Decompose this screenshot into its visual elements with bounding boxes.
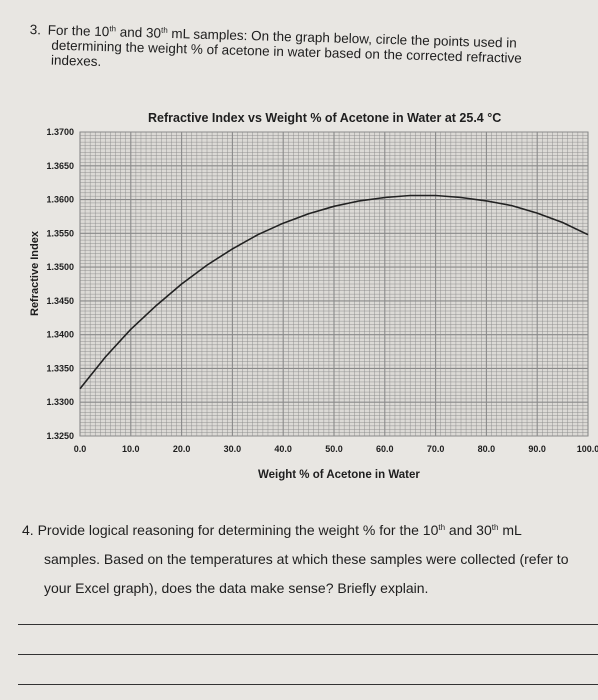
x-tick-label: 90.0 bbox=[528, 444, 546, 454]
refractive-index-chart: Refractive Index vs Weight % of Acetone … bbox=[29, 111, 598, 481]
question-4-number: 4. bbox=[22, 522, 34, 538]
y-tick-label: 1.3350 bbox=[46, 363, 74, 373]
y-tick-label: 1.3650 bbox=[46, 161, 74, 171]
question-4-line-2: samples. Based on the temperatures at wh… bbox=[44, 551, 569, 567]
x-tick-labels: 0.0 10.0 20.0 30.0 40.0 50.0 60.0 70.0 80.0 90.0 1… bbox=[74, 444, 598, 454]
x-tick-label: 20.0 bbox=[173, 444, 191, 454]
y-tick-label: 1.3550 bbox=[46, 228, 74, 238]
y-tick-label: 1.3300 bbox=[46, 397, 74, 407]
question-4-text-b: and 30 bbox=[445, 522, 492, 538]
y-axis-label: Refractive Index bbox=[29, 230, 41, 316]
x-tick-label: 50.0 bbox=[325, 444, 343, 454]
y-tick-label: 1.3700 bbox=[46, 127, 74, 137]
y-tick-label: 1.3500 bbox=[46, 262, 74, 272]
x-tick-label: 0.0 bbox=[74, 444, 87, 454]
answer-line-3[interactable] bbox=[18, 684, 598, 685]
chart-title: Refractive Index vs Weight % of Acetone … bbox=[148, 111, 501, 125]
question-4-line-1: 4. Provide logical reasoning for determi… bbox=[22, 516, 598, 545]
chart-grid bbox=[79, 131, 589, 437]
x-tick-label: 100.0 bbox=[577, 444, 598, 454]
y-tick-label: 1.3450 bbox=[46, 296, 74, 306]
series-curve bbox=[79, 194, 589, 390]
question-4-text-c: mL bbox=[498, 522, 522, 538]
x-tick-label: 40.0 bbox=[274, 444, 292, 454]
x-tick-label: 10.0 bbox=[122, 444, 140, 454]
question-4-line-3: your Excel graph), does the data make se… bbox=[44, 580, 429, 596]
question-4-sup-b: th bbox=[491, 523, 499, 532]
y-tick-label: 1.3250 bbox=[46, 431, 74, 441]
y-tick-labels: 1.3250 1.3300 1.3350 1.3400 1.3450 1.3500 1.35… bbox=[46, 127, 74, 441]
y-tick-label: 1.3600 bbox=[46, 195, 74, 205]
x-tick-label: 70.0 bbox=[427, 444, 445, 454]
answer-line-2[interactable] bbox=[18, 654, 598, 655]
question-4-sup-a: th bbox=[438, 523, 446, 532]
x-tick-label: 60.0 bbox=[376, 444, 394, 454]
x-tick-label: 30.0 bbox=[224, 444, 242, 454]
question-4: 4. Provide logical reasoning for determi… bbox=[22, 516, 598, 603]
answer-line-1[interactable] bbox=[18, 624, 598, 625]
x-tick-label: 80.0 bbox=[478, 444, 496, 454]
question-4-text-a: Provide logical reasoning for determinin… bbox=[37, 522, 439, 538]
x-axis-label: Weight % of Acetone in Water bbox=[258, 469, 420, 481]
y-tick-label: 1.3400 bbox=[46, 330, 74, 340]
